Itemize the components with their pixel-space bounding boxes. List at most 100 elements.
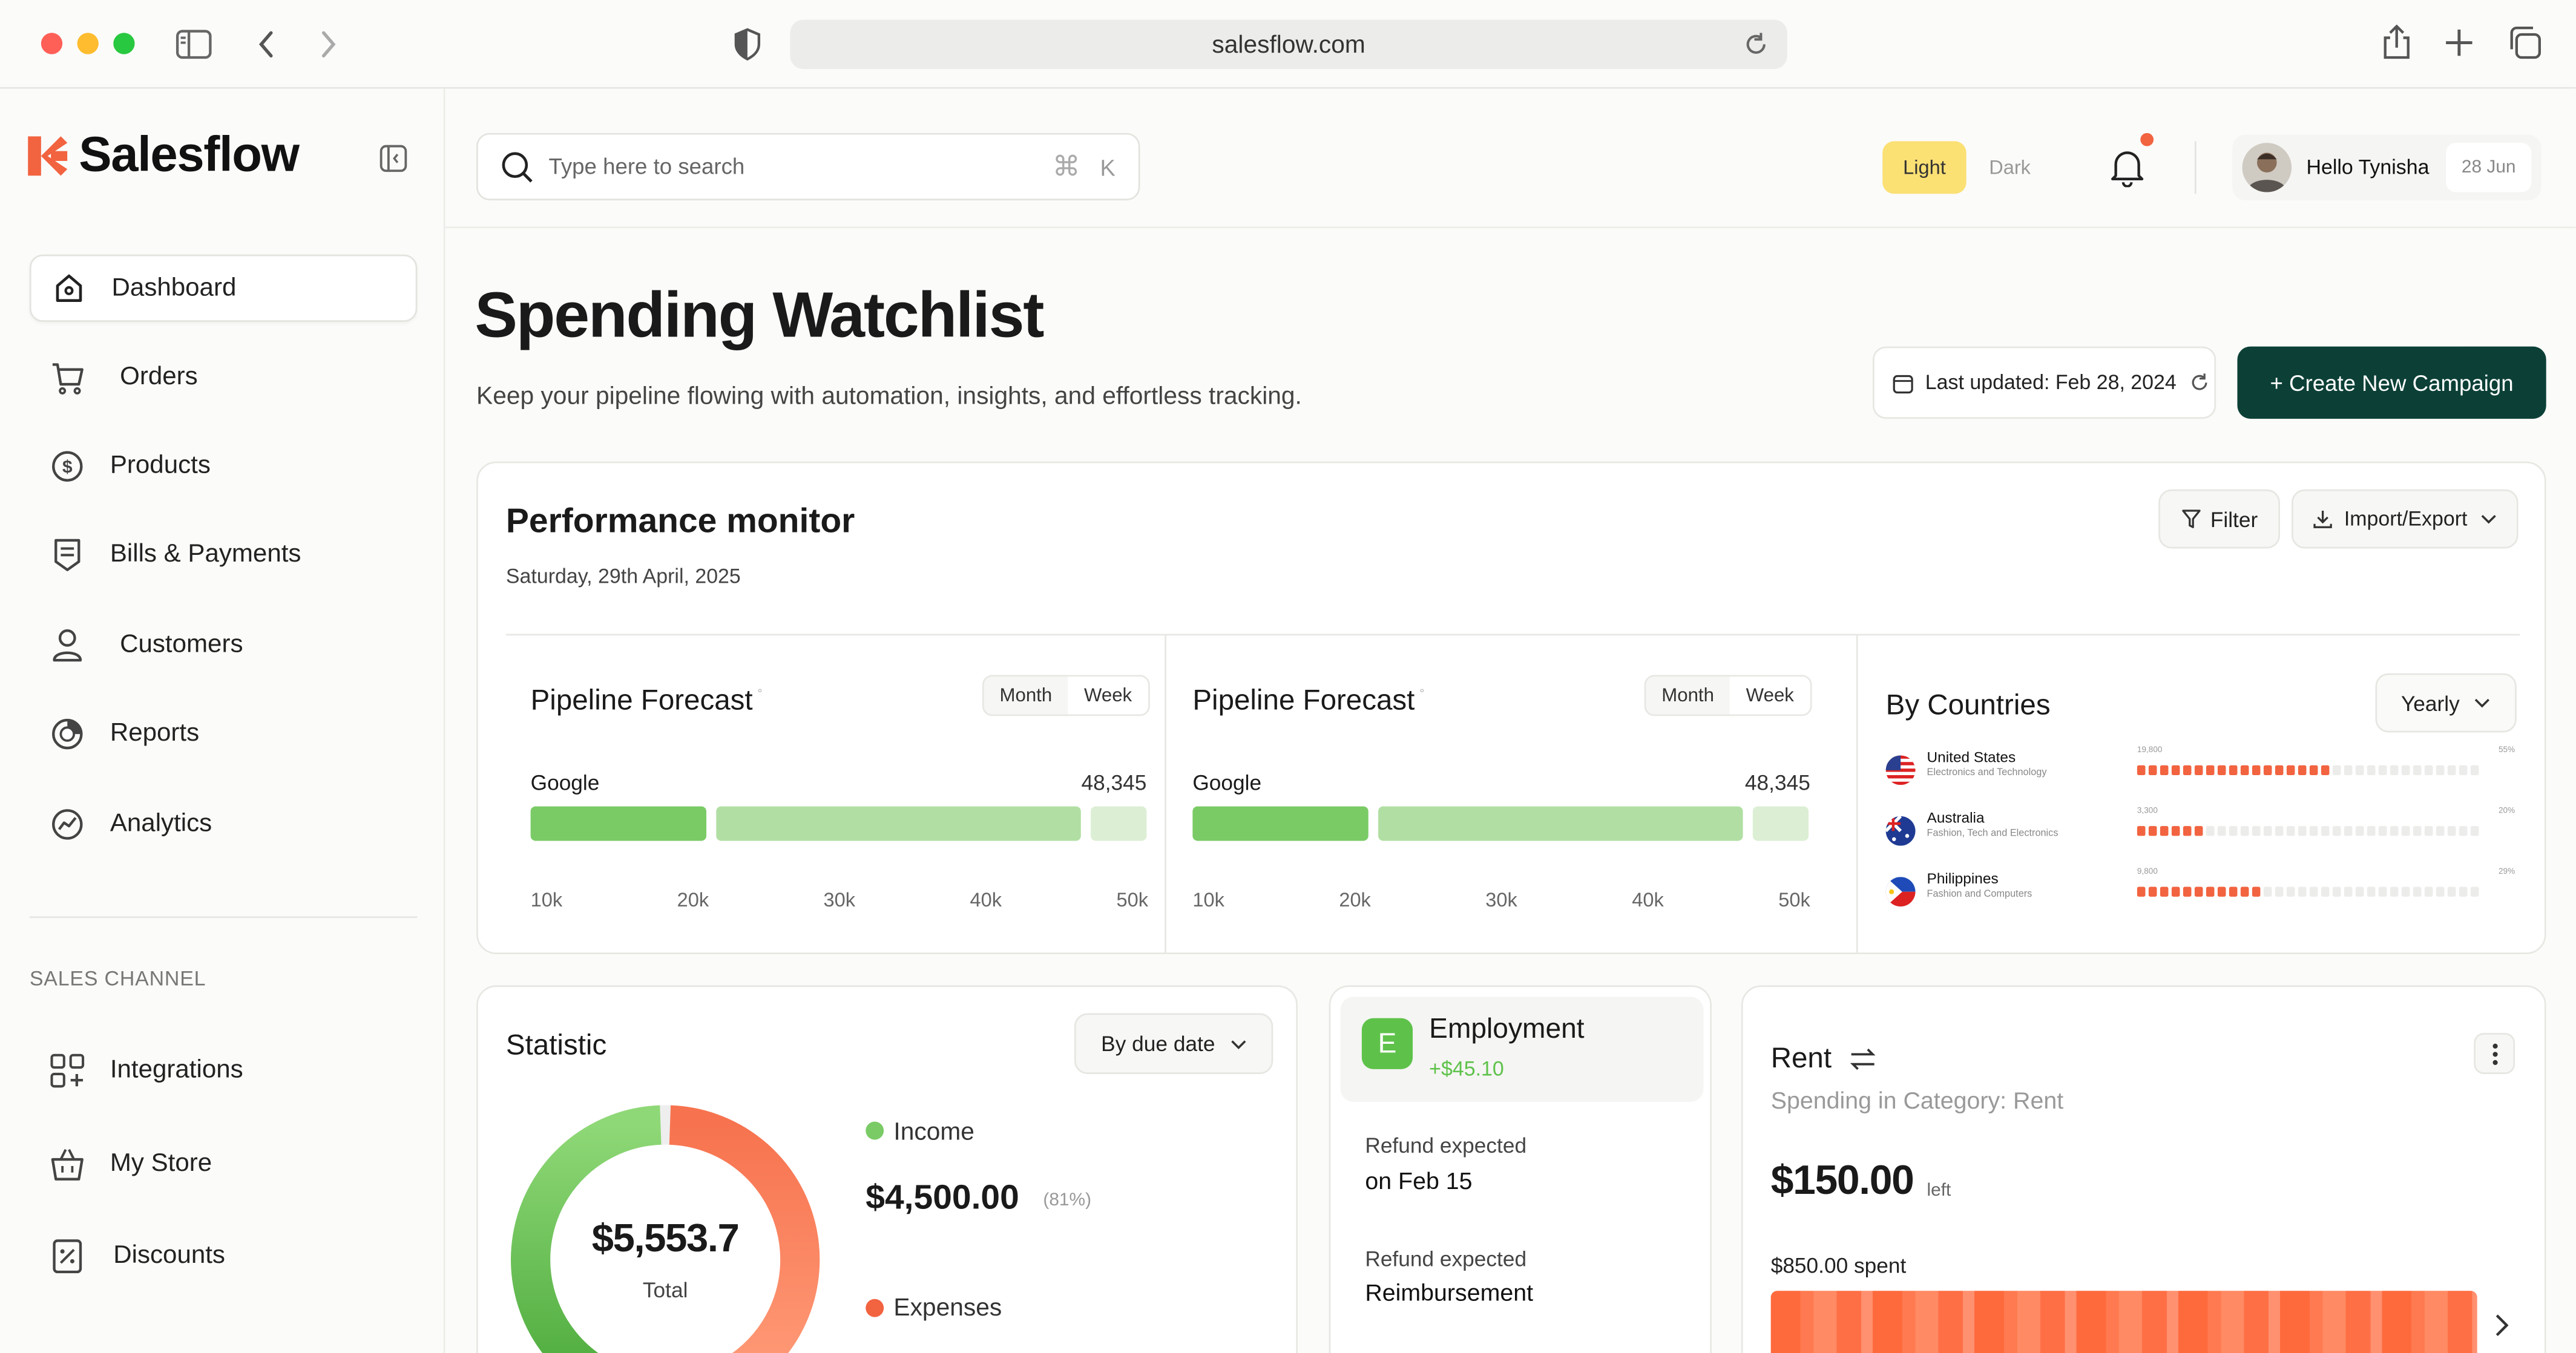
country-bar bbox=[2137, 886, 2479, 897]
refresh-icon[interactable] bbox=[2190, 373, 2210, 393]
period-value: Yearly bbox=[2400, 690, 2460, 715]
axis-tick: 20k bbox=[677, 888, 709, 912]
swap-icon[interactable] bbox=[1850, 1047, 1876, 1070]
light-mode-toggle[interactable]: Light bbox=[1882, 141, 1966, 194]
sidebar-item-bills-payments[interactable]: Bills & Payments bbox=[30, 520, 418, 588]
info-icon[interactable]: ◦ bbox=[757, 683, 763, 698]
minimize-window-button[interactable] bbox=[77, 33, 99, 54]
country-bar-cell bbox=[2183, 886, 2192, 897]
sidebar-item-customers[interactable]: Customers bbox=[30, 611, 418, 678]
user-menu[interactable]: Hello Tynisha 28 Jun bbox=[2232, 134, 2542, 201]
country-bar-cell bbox=[2160, 765, 2169, 776]
sidebar-item-label: Analytics bbox=[110, 808, 212, 837]
new-tab-icon[interactable] bbox=[2441, 23, 2477, 62]
forecast-title: Pipeline Forecast ◦ bbox=[530, 683, 763, 716]
dark-mode-toggle[interactable]: Dark bbox=[1989, 156, 2031, 179]
country-bar-cell bbox=[2424, 765, 2433, 776]
tabs-overview-icon[interactable] bbox=[2505, 23, 2545, 62]
axis-tick: 50k bbox=[1778, 888, 1810, 912]
donut-total-label: Total bbox=[642, 1277, 688, 1303]
tab-month[interactable]: Month bbox=[1661, 686, 1714, 706]
country-bar-cell bbox=[2436, 886, 2445, 897]
tab-week[interactable]: Week bbox=[1729, 676, 1810, 715]
notifications-bell-icon[interactable] bbox=[2108, 146, 2147, 189]
country-bar-cell bbox=[2194, 826, 2203, 836]
tab-month[interactable]: Month bbox=[999, 686, 1053, 706]
country-bar-cell bbox=[2183, 765, 2192, 776]
country-bar-cell bbox=[2137, 826, 2146, 836]
country-bar-cell bbox=[2160, 886, 2169, 897]
info-icon[interactable]: ◦ bbox=[1419, 683, 1425, 698]
panel-divider bbox=[1856, 635, 1858, 954]
sort-dropdown[interactable]: By due date bbox=[1074, 1013, 1273, 1074]
country-bar bbox=[2137, 765, 2479, 776]
privacy-shield-icon[interactable] bbox=[729, 25, 766, 64]
sidebar-item-orders[interactable]: Orders bbox=[30, 343, 418, 410]
import-export-button[interactable]: Import/Export bbox=[2292, 489, 2518, 549]
country-bar-cell bbox=[2252, 826, 2261, 836]
income-legend-dot bbox=[866, 1121, 884, 1140]
axis-tick: 50k bbox=[1116, 888, 1149, 912]
app-logo[interactable]: Salesflow bbox=[79, 128, 300, 183]
reload-icon[interactable] bbox=[1741, 30, 1771, 59]
country-bar-cell bbox=[2298, 765, 2307, 776]
sidebar-item-products[interactable]: $ Products bbox=[30, 432, 418, 499]
country-bar-cell bbox=[2344, 765, 2353, 776]
tab-week[interactable]: Week bbox=[1068, 676, 1149, 715]
performance-monitor-card: Performance monitor Saturday, 29th April… bbox=[476, 461, 2546, 954]
chevron-right-icon[interactable] bbox=[2490, 1312, 2513, 1338]
country-bar-cell bbox=[2355, 826, 2364, 836]
topbar-divider bbox=[445, 226, 2576, 229]
last-updated-button[interactable]: Last updated: Feb 28, 2024 bbox=[1872, 346, 2216, 419]
country-name: Philippines bbox=[1927, 870, 1999, 887]
sidebar-item-my-store[interactable]: My Store bbox=[30, 1130, 418, 1197]
back-icon[interactable] bbox=[250, 25, 283, 64]
topbar-separator bbox=[2194, 141, 2196, 194]
share-icon[interactable] bbox=[2379, 21, 2415, 64]
country-percent: 20% bbox=[2498, 806, 2515, 816]
sidebar-item-reports[interactable]: Reports bbox=[30, 699, 418, 767]
country-bar-cell bbox=[2229, 765, 2238, 776]
axis-tick: 10k bbox=[530, 888, 563, 912]
sidebar-item-label: Discounts bbox=[113, 1240, 225, 1269]
avatar[interactable] bbox=[2242, 143, 2292, 192]
chevron-down-icon bbox=[2474, 698, 2491, 708]
income-arc bbox=[511, 1105, 662, 1353]
analytics-icon bbox=[46, 802, 89, 845]
axis-tick: 30k bbox=[823, 888, 856, 912]
country-bar-cell bbox=[2344, 826, 2353, 836]
create-campaign-button[interactable]: + Create New Campaign bbox=[2237, 346, 2546, 419]
address-bar[interactable]: salesflow.com bbox=[790, 19, 1787, 69]
forecast-bar-segment bbox=[1378, 806, 1743, 841]
country-bar-cell bbox=[2148, 886, 2157, 897]
country-bar-cell bbox=[2240, 826, 2249, 836]
maximize-window-button[interactable] bbox=[113, 33, 135, 54]
country-bar-cell bbox=[2275, 886, 2284, 897]
sidebar-toggle-icon[interactable] bbox=[174, 25, 214, 64]
country-desc: Fashion and Computers bbox=[1927, 889, 2032, 900]
close-window-button[interactable] bbox=[41, 33, 63, 54]
forecast-period-toggle[interactable]: Month Week bbox=[1644, 675, 1812, 716]
forward-icon[interactable] bbox=[312, 25, 345, 64]
forecast-period-toggle[interactable]: Month Week bbox=[982, 675, 1150, 716]
search-input[interactable]: Type here to search ⌘ K bbox=[476, 133, 1140, 201]
filter-icon bbox=[2181, 509, 2201, 529]
collapse-sidebar-icon[interactable] bbox=[376, 141, 409, 174]
country-bar-cell bbox=[2424, 826, 2433, 836]
sidebar-item-label: Customers bbox=[120, 629, 243, 658]
sidebar-item-dashboard[interactable]: Dashboard bbox=[29, 254, 418, 322]
income-expenses-donut bbox=[511, 1105, 820, 1353]
country-bar-cell bbox=[2217, 826, 2226, 836]
chevron-down-icon bbox=[2480, 514, 2497, 524]
sidebar-item-analytics[interactable]: Analytics bbox=[30, 790, 418, 857]
filter-button[interactable]: Filter bbox=[2158, 489, 2281, 549]
download-icon bbox=[2313, 509, 2333, 529]
forecast-value: 48,345 bbox=[1744, 770, 1810, 795]
sidebar-item-discounts[interactable]: Discounts bbox=[30, 1222, 418, 1289]
more-options-icon[interactable] bbox=[2474, 1033, 2515, 1074]
period-dropdown[interactable]: Yearly bbox=[2375, 673, 2517, 733]
receipt-icon bbox=[46, 533, 89, 576]
country-bar-cell bbox=[2332, 765, 2341, 776]
sidebar-item-integrations[interactable]: Integrations bbox=[30, 1037, 418, 1104]
forecast-label: Google bbox=[530, 770, 600, 795]
